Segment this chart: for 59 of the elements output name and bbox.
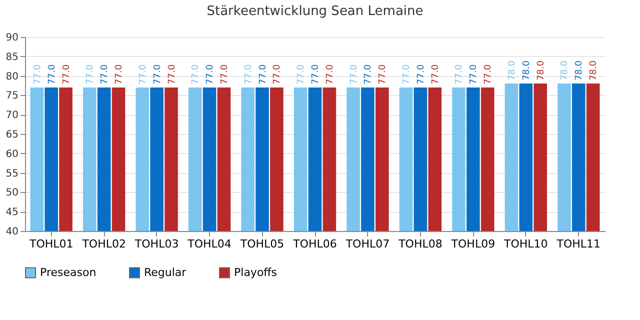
x-tick-label: TOHL03 bbox=[134, 238, 179, 250]
data-label: 77.0 bbox=[206, 64, 216, 84]
y-tick-label: 45 bbox=[6, 207, 18, 218]
data-label: 77.0 bbox=[364, 64, 374, 84]
data-label: 77.0 bbox=[62, 64, 72, 84]
y-tick-label: 50 bbox=[6, 188, 18, 199]
y-tick-label: 75 bbox=[6, 90, 18, 102]
data-label: 77.0 bbox=[296, 64, 307, 84]
data-label: 77.0 bbox=[138, 64, 148, 84]
x-tick-label: TOHL09 bbox=[450, 238, 496, 250]
data-label: 77.0 bbox=[244, 64, 254, 84]
data-label: 77.0 bbox=[167, 64, 178, 84]
x-tick-label: TOHL08 bbox=[398, 238, 442, 250]
y-tick-label: 60 bbox=[6, 148, 18, 160]
data-label: 77.0 bbox=[311, 64, 321, 84]
data-label: 77.0 bbox=[378, 64, 388, 84]
x-tick-label: TOHL01 bbox=[28, 238, 74, 250]
legend-label: Playoffs bbox=[234, 266, 278, 279]
y-tick-label: 65 bbox=[6, 130, 18, 140]
data-label: 77.0 bbox=[32, 64, 43, 84]
data-label: 78.0 bbox=[589, 60, 600, 81]
x-tick-label: TOHL05 bbox=[239, 238, 284, 250]
x-tick-label: TOHL04 bbox=[186, 238, 232, 250]
legend-label: Regular bbox=[144, 266, 187, 279]
x-tick-label: TOHL11 bbox=[556, 238, 601, 250]
data-label: 77.0 bbox=[430, 64, 441, 84]
data-label: 78.0 bbox=[507, 60, 518, 81]
data-label: 77.0 bbox=[100, 64, 110, 84]
x-tick-label: TOHL07 bbox=[344, 238, 390, 250]
y-tick-label: 85 bbox=[6, 52, 18, 63]
data-label: 77.0 bbox=[469, 64, 480, 84]
y-tick-label: 80 bbox=[6, 71, 18, 82]
data-label: 77.0 bbox=[152, 64, 163, 84]
data-label: 77.0 bbox=[349, 64, 360, 84]
y-tick-label: 90 bbox=[6, 32, 18, 44]
data-label: 77.0 bbox=[114, 64, 125, 84]
data-label: 77.0 bbox=[220, 64, 230, 84]
data-label: 77.0 bbox=[47, 64, 58, 84]
data-label: 77.0 bbox=[416, 64, 426, 84]
data-label: 77.0 bbox=[484, 64, 494, 84]
data-label: 77.0 bbox=[325, 64, 336, 84]
legend-label: Preseason bbox=[40, 266, 96, 279]
data-label: 77.0 bbox=[191, 64, 202, 84]
chart-title: Stärkeentwicklung Sean Lemaine bbox=[206, 4, 424, 19]
y-tick-label: 70 bbox=[6, 110, 18, 122]
data-label: 78.0 bbox=[522, 60, 532, 81]
data-label: 77.0 bbox=[258, 64, 268, 84]
x-tick-label: TOHL02 bbox=[81, 238, 126, 250]
x-tick-label: TOHL10 bbox=[503, 238, 548, 250]
data-label: 78.0 bbox=[574, 60, 585, 81]
data-label: 77.0 bbox=[86, 64, 96, 84]
data-label: 77.0 bbox=[402, 64, 412, 84]
data-label: 78.0 bbox=[560, 60, 570, 81]
y-tick-label: 55 bbox=[6, 168, 18, 180]
y-tick-label: 40 bbox=[6, 226, 18, 238]
data-label: 77.0 bbox=[454, 64, 465, 84]
data-label: 78.0 bbox=[536, 60, 546, 81]
data-label: 77.0 bbox=[272, 64, 283, 84]
x-tick-label: TOHL06 bbox=[292, 238, 337, 250]
